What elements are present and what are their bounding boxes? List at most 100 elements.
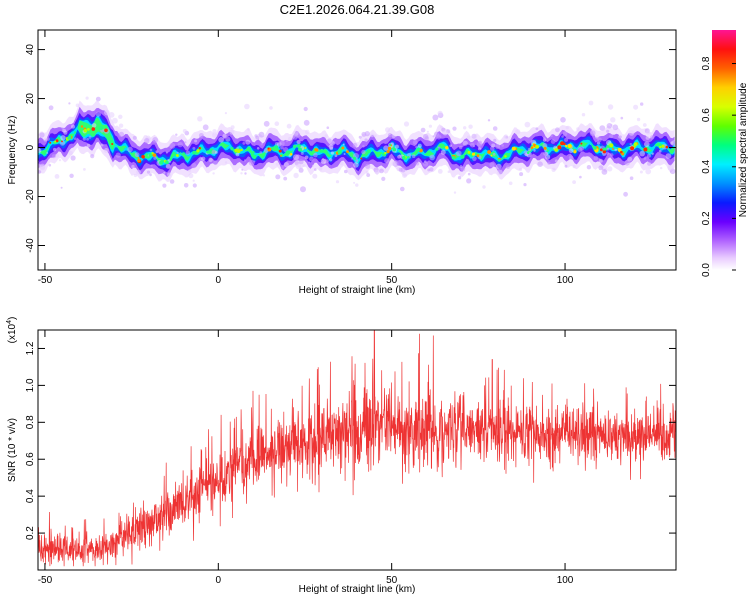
spectrogram-speck — [91, 123, 97, 128]
spectrogram-speck — [169, 142, 176, 149]
spectrogram-speck — [149, 148, 153, 152]
spectrogram-speck — [472, 144, 476, 148]
spectrogram-hotspot — [252, 150, 255, 154]
spectrogram-frame — [37, 29, 677, 271]
spectrogram-speck — [38, 170, 42, 174]
spectrogram-hotspot — [297, 144, 301, 148]
spectrogram-speck — [456, 150, 462, 157]
spectrogram-hotspot — [535, 144, 539, 149]
spectrogram-speck — [589, 130, 596, 137]
spectrogram-speck — [568, 148, 574, 153]
spectrogram-speck — [383, 145, 389, 151]
spectrogram-speck — [55, 153, 59, 158]
spectrogram-speck — [519, 172, 524, 177]
spectrogram-ticks: -50 0 50 100 -40 -20 0 20 40 — [25, 30, 676, 286]
spectrogram-hotspot — [280, 155, 282, 157]
spectrogram-hotspot — [487, 150, 491, 154]
spectrogram-speck — [607, 166, 613, 172]
spectrogram-speck — [218, 137, 224, 143]
spectrogram-speck — [370, 133, 374, 138]
spectrogram-hotspot — [161, 160, 164, 163]
spectrogram-speck — [658, 149, 662, 153]
spectrogram-speck — [417, 143, 422, 148]
spectrogram-hotspot — [319, 149, 323, 153]
spectrogram-speck — [385, 127, 390, 133]
spectrogram-speck — [263, 120, 270, 127]
spectrogram-speck — [629, 142, 632, 146]
spectrogram-speck — [492, 126, 498, 131]
spectrogram-hotspot — [152, 153, 157, 157]
spectrogram-ytick-label: 20 — [25, 93, 36, 105]
spectrogram-speck — [543, 136, 546, 140]
spectrogram-speck — [601, 169, 608, 175]
spectrogram-speck — [620, 116, 624, 120]
spectrogram-speck — [643, 157, 647, 160]
snr-frame — [37, 329, 677, 571]
spectrogram-heatmap — [38, 96, 676, 197]
spectrogram-speck — [222, 133, 227, 138]
spectrogram-speck — [610, 117, 616, 123]
spectrogram-hotspot — [137, 158, 141, 163]
spectrogram-speck — [545, 154, 551, 160]
spectrogram-speck — [53, 147, 57, 152]
spectrogram-speck — [429, 154, 436, 161]
spectrogram-speck — [155, 150, 159, 154]
spectrogram-speck — [598, 158, 603, 163]
spectrogram-hotspot — [617, 147, 622, 152]
spectrogram-speck — [54, 174, 60, 179]
spectrogram-speck — [247, 128, 250, 131]
spectrogram-speck — [639, 170, 643, 174]
spectrogram-speck — [215, 151, 218, 154]
spectrogram-speck — [118, 114, 123, 120]
spectrogram-speck — [241, 168, 244, 171]
snr-ytick-label: 1.2 — [25, 341, 36, 355]
spectrogram-speck — [342, 143, 345, 146]
spectrogram-speck — [555, 127, 560, 133]
spectrogram-speck — [274, 121, 280, 126]
spectrogram-speck — [482, 185, 486, 189]
spectrogram-hotspot — [360, 157, 363, 160]
spectrogram-hotspot — [633, 142, 638, 146]
spectrogram-speck — [596, 141, 601, 145]
spectrogram-speck — [551, 167, 556, 172]
spectrogram-speck — [391, 142, 395, 146]
spectrogram-speck — [437, 169, 443, 174]
spectrogram-hotspot — [427, 150, 430, 154]
spectrogram-speck — [542, 143, 548, 148]
spectrogram-hotspot — [293, 144, 297, 149]
spectrogram-ylabel: Frequency (Hz) — [7, 116, 18, 185]
spectrogram-speck — [144, 138, 150, 144]
spectrogram-hotspot — [341, 146, 345, 150]
spectrogram-hotspot — [593, 146, 597, 150]
spectrogram-hotspot — [141, 155, 145, 159]
colorbar-tick-label: 0.0 — [701, 263, 712, 277]
spectrogram-speck — [103, 148, 109, 153]
colorbar-ticks: 0.0 0.2 0.4 0.6 0.8 — [701, 56, 736, 277]
spectrogram-hotspot — [55, 139, 59, 143]
spectrogram-speck — [198, 133, 204, 138]
spectrogram-speck — [403, 121, 410, 127]
spectrogram-speck — [518, 167, 523, 172]
spectrogram-hotspot — [460, 154, 465, 159]
spectrogram-speck — [373, 134, 377, 138]
spectrogram-speck — [275, 174, 281, 180]
spectrogram-speck — [108, 112, 115, 118]
spectrogram-speck — [506, 165, 510, 170]
spectrogram-speck — [176, 151, 179, 154]
spectrogram-speck — [224, 112, 227, 115]
spectrogram-speck — [400, 186, 405, 192]
spectrogram-speck — [606, 147, 610, 151]
spectrogram-hotspot — [285, 150, 290, 154]
spectrogram-speck — [527, 147, 532, 152]
spectrogram-hotspot — [659, 145, 662, 149]
spectrogram-hotspot — [209, 148, 213, 152]
spectrogram-speck — [286, 140, 289, 143]
spectrogram-hotspot — [74, 131, 77, 134]
spectrogram-hotspot — [386, 150, 390, 154]
spectrogram-speck — [562, 131, 568, 137]
spectrogram-speck — [74, 137, 77, 141]
spectrogram-speck — [132, 135, 137, 140]
spectrogram-speck — [277, 142, 282, 147]
spectrogram-speck — [629, 176, 634, 180]
spectrogram-speck — [303, 106, 308, 112]
